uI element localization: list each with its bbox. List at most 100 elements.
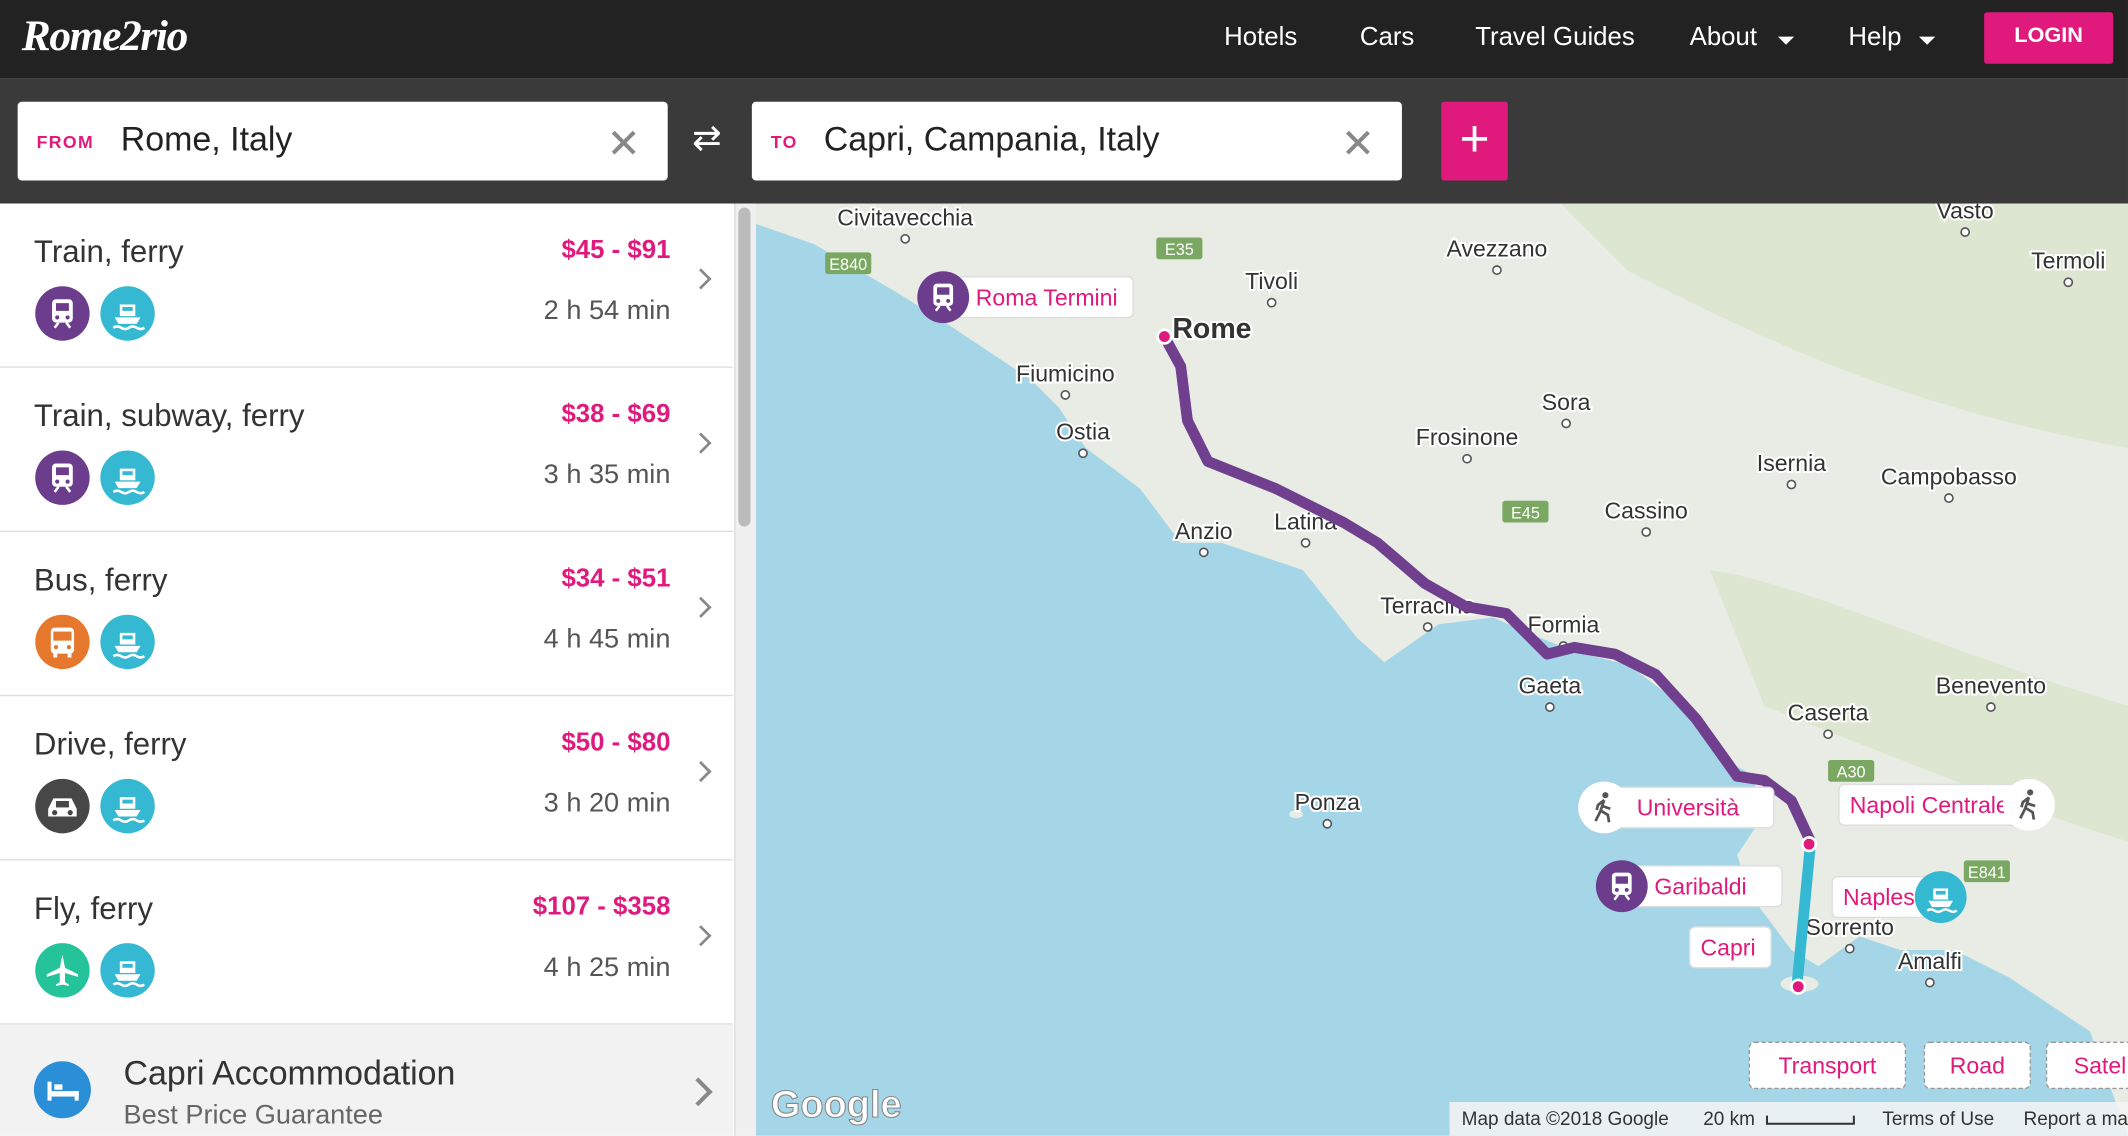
login-button[interactable]: LOGIN <box>1984 12 2114 64</box>
place-dot <box>1924 977 1935 988</box>
place-dot <box>1823 729 1833 740</box>
report-link[interactable]: Report a ma <box>2023 1109 2127 1130</box>
nav-link[interactable]: Travel Guides <box>1475 23 1635 52</box>
mode-icon <box>99 613 156 677</box>
stop-icon-svg <box>1914 871 1967 923</box>
stop-label-box <box>1603 786 1775 829</box>
place-dot <box>1786 479 1797 490</box>
accommodation[interactable]: Capri Accommodation Best Price Guarantee <box>0 1024 733 1136</box>
stop-icon <box>1595 860 1648 913</box>
stop-label: Università <box>1637 795 1740 821</box>
clear-icon[interactable]: ✕ <box>1340 122 1375 167</box>
place-label: Rome <box>1172 313 1251 345</box>
nav-link[interactable]: Cars <box>1359 23 1415 52</box>
mode-icon-svg <box>35 943 90 998</box>
mode-icon <box>99 285 156 349</box>
terms-link[interactable]: Terms of Use <box>1882 1109 1994 1130</box>
from-value: Rome, Italy <box>120 120 293 159</box>
route-duration: 3 h 35 min <box>543 460 671 490</box>
forest <box>1560 203 2128 448</box>
scale-label: 20 km <box>1703 1109 1755 1130</box>
place-label: Terracina <box>1380 592 1475 618</box>
road-label: E841 <box>1968 864 2006 882</box>
mode-icon <box>99 449 156 513</box>
place-label: Ponza <box>1295 789 1361 815</box>
route-row[interactable]: Drive, ferry $50 - $80 3 h 20 min <box>0 696 733 861</box>
route-duration: 2 h 54 min <box>543 295 671 326</box>
stop-icon <box>2003 778 2055 831</box>
stop-dot <box>1790 978 1807 995</box>
route-row[interactable]: Bus, ferry $34 - $51 4 h 45 min <box>0 532 733 697</box>
route-row[interactable]: Train, ferry $45 - $91 2 h 54 min <box>0 204 733 368</box>
map-type-button[interactable] <box>1748 1041 1907 1090</box>
to-label: TO <box>770 131 798 152</box>
to-value: Capri, Campania, Italy <box>823 120 1160 159</box>
map[interactable]: Civitavecchia Vasto Avezzano Tivoli Termoli R… <box>755 203 2128 1136</box>
place-label: Campobasso <box>1881 463 2017 489</box>
stop-icon <box>1578 781 1631 834</box>
mode-icon <box>34 942 91 1006</box>
nav-link[interactable]: Hotels <box>1224 23 1298 52</box>
from-input[interactable]: FROM Rome, Italy ✕ <box>17 101 668 181</box>
stop-dot <box>1800 835 1818 853</box>
chevron <box>690 596 712 618</box>
place-dot <box>1641 527 1652 537</box>
map-type-button[interactable] <box>2045 1041 2128 1090</box>
scale-bar <box>1765 1115 1855 1125</box>
route-name: Drive, ferry <box>33 726 187 762</box>
place-label: Isernia <box>1757 450 1826 476</box>
route-row[interactable]: Train, subway, ferry $38 - $69 3 h 35 min <box>0 368 733 532</box>
mode-icon <box>99 942 156 1006</box>
place-dot <box>2063 277 2074 288</box>
route-price: $34 - $51 <box>561 564 671 594</box>
bed-icon <box>33 1061 91 1119</box>
place-dot <box>1986 702 1996 712</box>
place-dot <box>1943 493 1954 503</box>
place-dot <box>1078 448 1088 459</box>
place-dot <box>1322 818 1333 829</box>
place-label: Frosinone <box>1416 424 1519 450</box>
place-label: Cassino <box>1605 497 1688 523</box>
add-button[interactable]: + <box>1441 101 1508 181</box>
mode-icon-svg <box>100 450 155 505</box>
route-price: $107 - $358 <box>532 892 671 922</box>
place-dot <box>1198 547 1209 558</box>
road-shield <box>1502 500 1549 523</box>
map-type-button[interactable] <box>1923 1041 2031 1090</box>
place-label: Civitavecchia <box>837 204 973 230</box>
stop-icon-svg <box>2003 778 2055 831</box>
train-route <box>1158 331 1816 847</box>
route-price: $50 - $80 <box>561 728 671 758</box>
mode-icon-svg <box>35 614 90 670</box>
mode-icon-svg <box>35 778 90 834</box>
accommodation-subtitle: Best Price Guarantee <box>123 1100 384 1131</box>
mode-icon-svg <box>35 286 90 341</box>
logo[interactable]: Rome2rio <box>21 10 189 60</box>
swap-icon[interactable]: ⇄ <box>692 116 722 158</box>
stop-label: Naples <box>1843 884 1915 910</box>
nav-link[interactable]: About <box>1689 23 1758 52</box>
scroll-thumb[interactable] <box>738 207 751 527</box>
map-type-label: Satel <box>2074 1052 2127 1078</box>
mode-icon <box>99 778 156 842</box>
place-label: Caserta <box>1788 700 1869 726</box>
place-label: Benevento <box>1936 672 2046 698</box>
place-label: Avezzano <box>1446 235 1547 261</box>
stop-icon-svg <box>1578 781 1631 834</box>
stop-label: Garibaldi <box>1654 873 1746 899</box>
place-dot <box>900 233 911 244</box>
nav-link[interactable]: Help <box>1848 23 1902 52</box>
stop-label-box <box>1838 783 2030 826</box>
place-dot <box>1544 702 1555 712</box>
to-input[interactable]: TO Capri, Campania, Italy ✕ <box>751 101 1402 181</box>
place-label: Anzio <box>1175 518 1233 544</box>
road-shield <box>825 252 872 275</box>
clear-icon[interactable]: ✕ <box>606 122 641 167</box>
stop-label: Napoli Centrale <box>1850 792 2009 818</box>
place-dot <box>1492 265 1502 275</box>
route-row[interactable]: Fly, ferry $107 - $358 4 h 25 min <box>0 860 733 1025</box>
place-label: Fiumicino <box>1016 360 1115 386</box>
place-label: Termoli <box>2031 248 2105 274</box>
chevron <box>683 1077 713 1107</box>
